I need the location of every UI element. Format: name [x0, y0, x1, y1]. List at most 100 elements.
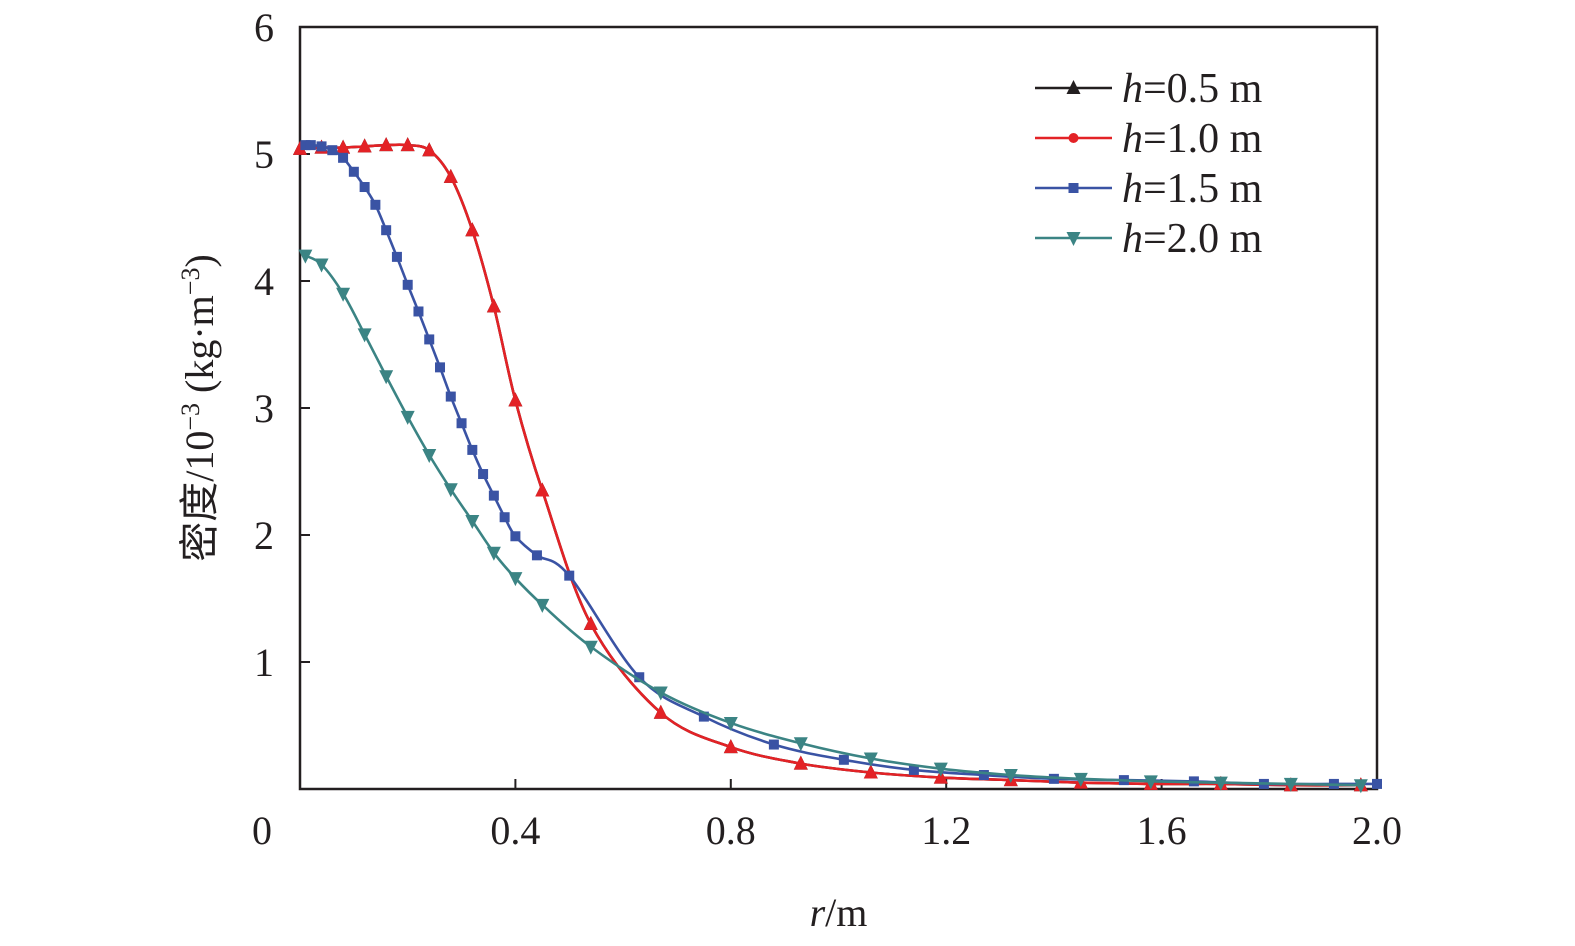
data-point — [413, 306, 424, 317]
data-point — [370, 199, 381, 210]
data-point — [391, 251, 402, 262]
y-axis-label-exp: −3 — [176, 403, 205, 431]
data-point — [443, 168, 458, 183]
data-point — [338, 152, 349, 163]
x-tick-label: 0 — [252, 808, 272, 853]
x-axis-label-unit: /m — [825, 890, 867, 935]
data-point — [327, 145, 338, 156]
data-point — [465, 222, 480, 237]
data-point — [653, 704, 668, 719]
legend-item: h=0.5 m — [1035, 66, 1263, 112]
data-point — [314, 258, 329, 273]
data-point — [723, 716, 738, 731]
data-point — [400, 137, 415, 152]
data-point — [486, 546, 501, 561]
data-point — [316, 141, 327, 152]
y-tick-label: 4 — [254, 259, 274, 304]
data-point — [336, 287, 351, 302]
series-line — [304, 254, 1361, 787]
y-tick-label: 5 — [254, 132, 274, 177]
y-tick-label: 1 — [254, 640, 274, 685]
data-point — [535, 598, 550, 613]
data-point — [698, 711, 709, 722]
data-point — [357, 138, 372, 153]
data-point — [531, 550, 542, 561]
data-point — [793, 755, 808, 770]
data-point — [1143, 775, 1158, 790]
data-point — [379, 137, 394, 152]
data-point — [1213, 776, 1228, 791]
data-point — [768, 739, 779, 750]
data-point — [379, 370, 394, 385]
data-point — [424, 334, 435, 345]
data-point — [978, 770, 989, 781]
data-point — [723, 739, 738, 754]
data-point — [348, 166, 359, 177]
legend-item: h=1.5 m — [1035, 166, 1263, 212]
data-point — [793, 737, 808, 752]
x-axis-label-var: r — [810, 890, 826, 935]
y-axis-label-unit-exp: −3 — [176, 268, 205, 296]
data-point — [359, 182, 370, 193]
data-point — [510, 531, 521, 542]
x-tick-label: 2.0 — [1352, 808, 1402, 853]
data-point — [422, 142, 437, 157]
y-axis-label-unit-open: (kg·m — [177, 295, 222, 403]
y-tick-label: 2 — [254, 513, 274, 558]
data-point — [1372, 778, 1382, 789]
data-point — [1353, 779, 1368, 794]
legend-label: h=1.0 m — [1122, 116, 1263, 162]
data-point — [933, 762, 948, 777]
data-point — [908, 764, 919, 775]
data-point — [435, 362, 446, 373]
data-point — [863, 752, 878, 767]
data-point — [508, 572, 523, 587]
data-point — [357, 328, 372, 343]
legend-label: h=0.5 m — [1122, 66, 1263, 112]
data-point — [1283, 777, 1298, 792]
legend-item: h=2.0 m — [1035, 216, 1263, 262]
legend-label: h=2.0 m — [1122, 216, 1263, 262]
data-point — [443, 483, 458, 498]
data-point — [583, 615, 598, 630]
data-point — [445, 391, 456, 402]
data-point — [508, 392, 523, 407]
x-axis-ticks: 0 0.4 0.8 1.2 1.6 2.0 — [252, 779, 1402, 853]
x-tick-label: 1.6 — [1137, 808, 1187, 853]
y-axis-label-unit-close: ) — [177, 254, 222, 267]
data-point — [298, 249, 313, 264]
y-tick-label: 3 — [254, 386, 274, 431]
data-point — [535, 482, 550, 497]
data-point — [838, 754, 849, 765]
data-point — [1073, 772, 1088, 787]
y-axis-ticks: 1 2 3 4 5 6 — [254, 5, 310, 685]
data-point — [400, 410, 415, 425]
legend: h=0.5 mh=1.0 mh=1.5 mh=2.0 m — [1035, 66, 1263, 262]
legend-label: h=1.5 m — [1122, 166, 1263, 212]
data-point — [486, 298, 501, 313]
data-point — [336, 139, 351, 154]
data-point — [467, 444, 478, 455]
x-tick-label: 1.2 — [921, 808, 971, 853]
x-tick-label: 0.4 — [490, 808, 540, 853]
series-4 — [298, 249, 1368, 794]
data-point — [1003, 769, 1018, 784]
x-tick-label: 0.8 — [706, 808, 756, 853]
data-point — [293, 140, 307, 155]
legend-item: h=1.0 m — [1035, 116, 1263, 162]
data-point — [499, 512, 510, 523]
data-point — [478, 469, 489, 480]
y-axis-label: 密度/10−3 (kg·m−3) — [176, 254, 222, 562]
data-point — [634, 672, 645, 683]
legend-marker — [1068, 183, 1079, 193]
x-axis-label: r/m — [810, 890, 868, 935]
legend-marker — [1068, 133, 1079, 143]
data-point — [653, 686, 668, 701]
data-point — [583, 640, 598, 655]
data-point — [422, 448, 437, 463]
y-tick-label: 6 — [254, 5, 274, 50]
data-point — [381, 225, 392, 236]
data-point — [863, 764, 878, 779]
legend-marker — [1066, 232, 1081, 246]
